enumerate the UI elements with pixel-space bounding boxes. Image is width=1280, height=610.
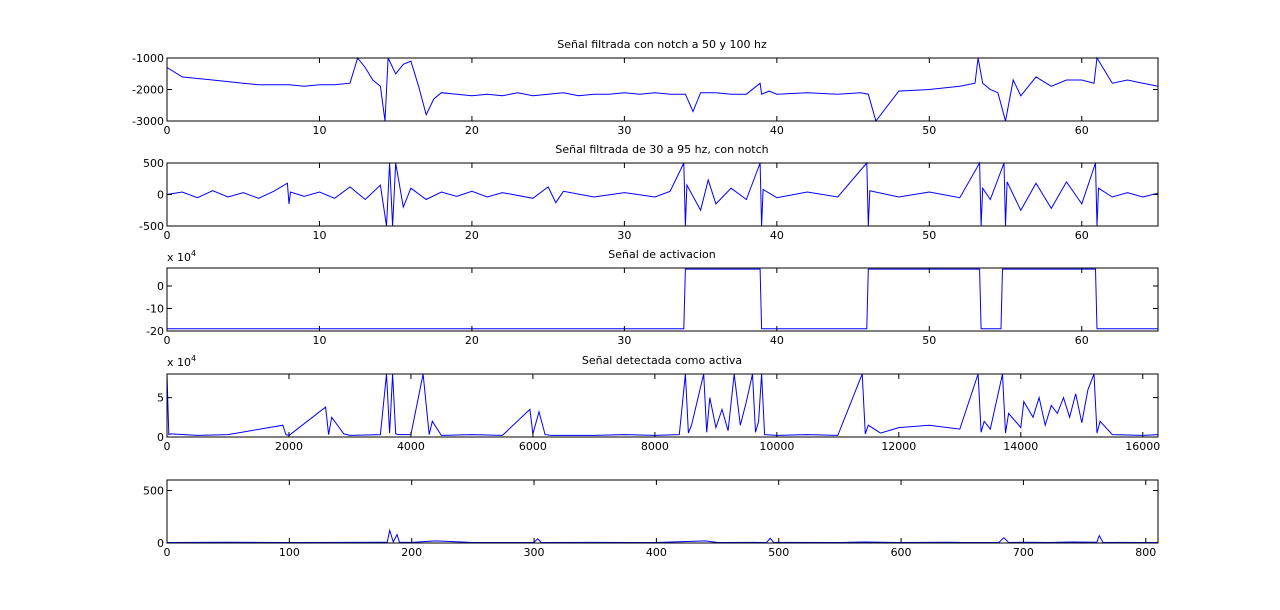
subplot-3: Señal de activacion x 104 0 10 20 30 40 50 60 -…: [146, 248, 1159, 347]
subplot-4-x-tick-label: 2000: [275, 440, 303, 453]
subplot-1-x-tick-label: 30: [617, 124, 631, 137]
subplot-3-y-tick-label: -20: [146, 325, 164, 338]
subplot-5-x-tick-label: 700: [1013, 546, 1034, 559]
subplot-4-plot-area: [167, 374, 1158, 437]
subplot-5-x-tick-label: 100: [279, 546, 300, 559]
subplot-2-y-tick-label: 500: [143, 157, 164, 170]
subplot-4-x-tick-label: 12000: [881, 440, 916, 453]
subplot-1-plot-area: [167, 58, 1158, 121]
subplot-2-x-tick-label: 10: [312, 229, 326, 242]
subplot-1-y-tick-label: -3000: [132, 115, 164, 128]
subplot-1-y-tick-label: -1000: [132, 52, 164, 65]
subplot-2-series-line: [166, 161, 1159, 227]
subplot-5-x-tick-label: 200: [401, 546, 422, 559]
subplot-5-x-tick-label: 600: [891, 546, 912, 559]
subplot-3-x-tick-label: 30: [617, 334, 631, 347]
subplot-1-y-tick-label: -2000: [132, 84, 164, 97]
subplot-5-axes-frame: [166, 479, 1159, 544]
subplot-4-x-tick-label: 8000: [641, 440, 669, 453]
subplot-4-title: Señal detectada como activa: [582, 354, 742, 367]
subplot-1-title: Señal filtrada con notch a 50 y 100 hz: [557, 38, 767, 51]
subplot-1-x-tick-label: 50: [922, 124, 936, 137]
subplot-4-x-tick-label: 4000: [397, 440, 425, 453]
subplot-3-x-tick-label: 50: [922, 334, 936, 347]
subplot-4-x-tick-label: 14000: [1003, 440, 1038, 453]
subplot-1-series-line: [166, 56, 1159, 123]
subplot-3-x-tick-label: 20: [465, 334, 479, 347]
subplot-4-y-multiplier: x 104: [167, 354, 196, 369]
subplot-4-y-tick-label: 0: [157, 431, 164, 444]
subplot-3-y-multiplier: x 104: [167, 249, 196, 264]
subplot-1-x-tick-label: 60: [1075, 124, 1089, 137]
subplot-4-x-tick-label: 6000: [519, 440, 547, 453]
subplot-3-plot-area: [167, 268, 1158, 331]
subplot-4-y-tick-label: 5: [157, 392, 164, 405]
subplot-2-x-tick-label: 50: [922, 229, 936, 242]
subplot-2-x-tick-label: 40: [770, 229, 784, 242]
subplot-4-series-line: [166, 373, 1159, 436]
subplot-1-x-tick-label: 10: [312, 124, 326, 137]
subplot-5-x-tick-label: 500: [768, 546, 789, 559]
subplot-5-x-tick-label: 800: [1135, 546, 1156, 559]
subplot-1: Señal filtrada con notch a 50 y 100 hz 0…: [132, 38, 1159, 137]
subplot-3-axes-frame: [166, 267, 1159, 332]
subplot-5: 0 100 200 300 400 500 600 700 800 0 500: [143, 479, 1159, 559]
subplot-5-plot-area: [167, 480, 1158, 543]
subplot-2-y-tick-label: 0: [157, 189, 164, 202]
subplot-1-x-tick-label: 40: [770, 124, 784, 137]
subplot-5-x-tick-label: 400: [646, 546, 667, 559]
subplot-2-x-tick-label: 60: [1075, 229, 1089, 242]
subplot-3-x-tick-label: 10: [312, 334, 326, 347]
subplot-4-x-tick-label: 16000: [1125, 440, 1160, 453]
subplot-2-y-tick-label: -500: [139, 220, 164, 233]
subplot-2-title: Señal filtrada de 30 a 95 hz, con notch: [555, 143, 768, 156]
subplot-3-x-tick-label: 0: [164, 334, 171, 347]
subplot-4-x-tick-label: 0: [164, 440, 171, 453]
subplot-2-x-tick-label: 0: [164, 229, 171, 242]
subplot-2-x-tick-label: 20: [465, 229, 479, 242]
subplot-5-x-tick-label: 0: [164, 546, 171, 559]
subplot-2-x-tick-label: 30: [617, 229, 631, 242]
subplot-1-x-tick-label: 0: [164, 124, 171, 137]
subplot-3-x-tick-label: 40: [770, 334, 784, 347]
subplot-5-series-line: [166, 528, 1159, 544]
subplot-3-y-tick-label: 0: [157, 280, 164, 293]
subplot-5-x-tick-label: 300: [524, 546, 545, 559]
subplot-1-x-tick-label: 20: [465, 124, 479, 137]
subplot-3-y-tick-label: -10: [146, 303, 164, 316]
subplot-4-x-tick-label: 10000: [759, 440, 794, 453]
subplot-2: Señal filtrada de 30 a 95 hz, con notch …: [139, 143, 1159, 242]
subplot-5-y-tick-label: 500: [143, 485, 164, 498]
subplot-4: Señal detectada como activa x 104 0 2000 4…: [157, 354, 1160, 453]
subplot-3-series-line: [167, 268, 1158, 330]
subplot-5-y-tick-label: 0: [157, 537, 164, 550]
subplot-3-x-tick-label: 60: [1075, 334, 1089, 347]
subplot-3-title: Señal de activacion: [608, 248, 716, 261]
subplot-4-axes-frame: [166, 373, 1159, 438]
